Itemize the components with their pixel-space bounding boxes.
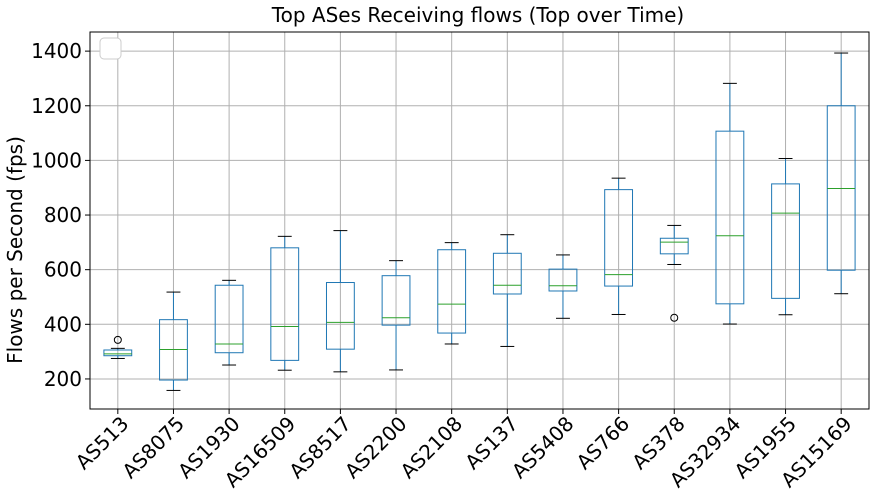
y-tick-label: 1000 [31, 148, 82, 172]
box-iqr [103, 349, 133, 357]
y-tick-label: 200 [44, 367, 82, 391]
box-iqr [381, 275, 411, 326]
box-iqr [548, 268, 578, 292]
y-axis-label: Flows per Second (fps) [3, 136, 27, 364]
y-tick-label: 600 [44, 258, 82, 282]
box-iqr [437, 249, 467, 334]
box-iqr [604, 189, 634, 287]
box-as2200 [381, 260, 411, 371]
box-as513 [103, 335, 133, 359]
box-iqr [325, 282, 355, 350]
box-as32934 [715, 82, 745, 325]
y-tick-label: 1400 [31, 39, 82, 63]
box-as8075 [159, 291, 188, 391]
y-tick-label: 400 [44, 312, 82, 336]
box-as1930 [214, 279, 244, 366]
box-iqr [771, 183, 800, 299]
y-tick-label: 1200 [31, 94, 82, 118]
box-as2108 [437, 242, 467, 345]
box-iqr [659, 237, 689, 255]
box-as378 [659, 224, 689, 322]
outlier-point [670, 313, 679, 322]
box-as16509 [270, 235, 300, 371]
outlier-point [113, 335, 122, 344]
x-tick-label: AS766 [572, 412, 635, 475]
legend-box [99, 37, 122, 60]
chart-title: Top ASes Receiving flows (Top over Time) [271, 3, 684, 27]
box-iqr [270, 247, 300, 361]
box-iqr [214, 284, 244, 354]
box-as137 [492, 234, 522, 347]
box-as15169 [826, 52, 856, 295]
box-iqr [492, 252, 522, 295]
box-iqr [826, 105, 856, 271]
x-tick-label: AS2108 [396, 412, 468, 484]
box-as766 [604, 177, 634, 315]
box-as8517 [325, 230, 355, 373]
plot-area: 200400600800100012001400AS513AS8075AS193… [31, 31, 870, 492]
x-tick-label: AS5408 [507, 412, 579, 484]
box-iqr [715, 130, 745, 305]
box-as1955 [771, 157, 800, 316]
axes-frame [89, 31, 870, 410]
box-as5408 [548, 254, 578, 319]
y-tick-label: 800 [44, 203, 82, 227]
